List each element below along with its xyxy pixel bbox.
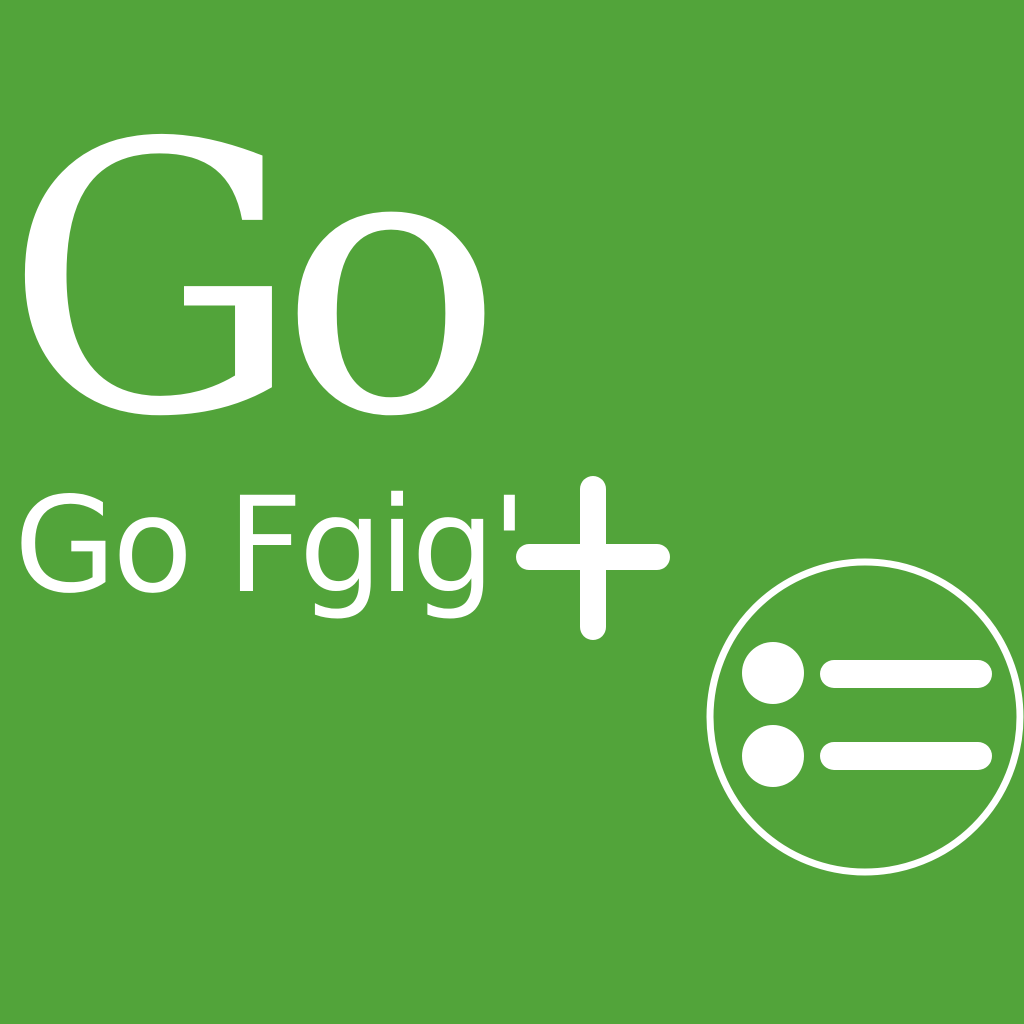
subtitle-text: Go Fgig' — [14, 469, 527, 623]
list-in-circle-icon — [706, 558, 1024, 876]
title-text: Go — [4, 65, 503, 498]
plus-icon — [516, 476, 670, 640]
